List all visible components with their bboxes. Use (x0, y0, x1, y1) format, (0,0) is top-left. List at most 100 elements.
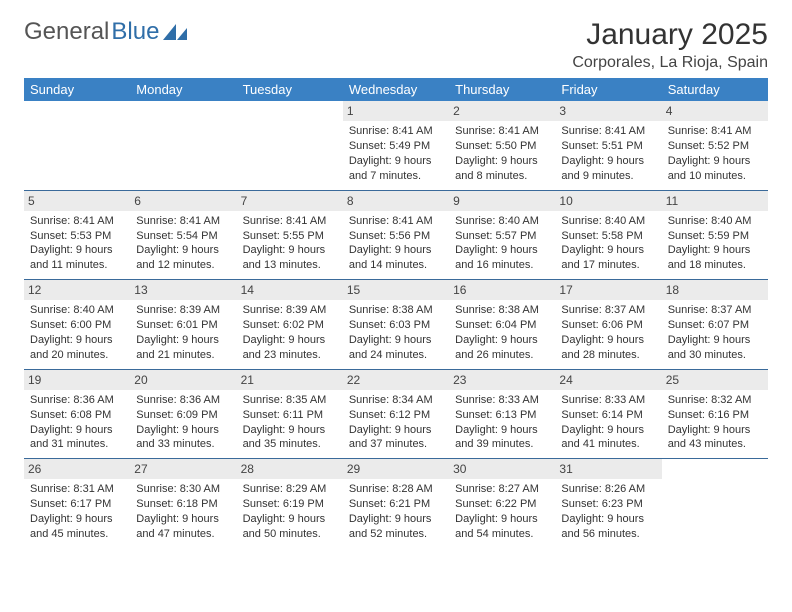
day-number: 22 (343, 370, 449, 390)
calendar-day-cell: 28 Sunrise: 8:29 AMSunset: 6:19 PMDayligh… (237, 459, 343, 548)
calendar-empty-cell (237, 101, 343, 190)
calendar-week-row: 26Sunrise: 8:31 AMSunset: 6:17 PMDayligh… (24, 459, 768, 548)
calendar-day-cell: 26Sunrise: 8:31 AMSunset: 6:17 PMDayligh… (24, 459, 130, 548)
weekday-header: Friday (555, 78, 661, 101)
day-info: Sunrise: 8:41 AMSunset: 5:52 PMDaylight:… (668, 124, 762, 183)
page-title: January 2025 (572, 18, 768, 52)
day-number: 20 (130, 370, 236, 390)
calendar-day-cell: 12 Sunrise: 8:40 AMSunset: 6:00 PMDayligh… (24, 280, 130, 370)
day-info: Sunrise: 8:38 AMSunset: 6:04 PMDaylight:… (455, 303, 549, 362)
day-info: Sunrise: 8:40 AMSunset: 5:58 PMDaylight:… (561, 214, 655, 273)
day-number: 5 (24, 191, 130, 211)
calendar-day-cell: 9Sunrise: 8:40 AMSunset: 5:57 PMDaylight… (449, 190, 555, 280)
location: Corporales, La Rioja, Spain (572, 54, 768, 72)
calendar-day-cell: 3Sunrise: 8:41 AMSunset: 5:51 PMDaylight… (555, 101, 661, 190)
day-info: Sunrise: 8:41 AMSunset: 5:49 PMDaylight:… (349, 124, 443, 183)
calendar-day-cell: 19 Sunrise: 8:36 AMSunset: 6:08 PMDayligh… (24, 369, 130, 459)
day-number: 14 (237, 280, 343, 300)
calendar-day-cell: 6 Sunrise: 8:41 AMSunset: 5:54 PMDaylight… (130, 190, 236, 280)
day-info: Sunrise: 8:36 AMSunset: 6:08 PMDaylight:… (30, 393, 124, 452)
calendar-day-cell: 25 Sunrise: 8:32 AMSunset: 6:16 PMDayligh… (662, 369, 768, 459)
calendar-week-row: 5Sunrise: 8:41 AMSunset: 5:53 PMDaylight… (24, 190, 768, 280)
day-info: Sunrise: 8:41 AMSunset: 5:55 PMDaylight:… (243, 214, 337, 273)
calendar-day-cell: 10 Sunrise: 8:40 AMSunset: 5:58 PMDayligh… (555, 190, 661, 280)
logo: GeneralBlue (24, 18, 189, 46)
day-number: 27 (130, 459, 236, 479)
calendar-week-row: 1Sunrise: 8:41 AMSunset: 5:49 PMDaylight… (24, 101, 768, 190)
calendar-table: Sunday Monday Tuesday Wednesday Thursday… (24, 78, 768, 548)
calendar-day-cell: 20 Sunrise: 8:36 AMSunset: 6:09 PMDayligh… (130, 369, 236, 459)
weekday-header: Thursday (449, 78, 555, 101)
day-info: Sunrise: 8:26 AMSunset: 6:23 PMDaylight:… (561, 482, 655, 541)
calendar-day-cell: 31 Sunrise: 8:26 AMSunset: 6:23 PMDayligh… (555, 459, 661, 548)
day-info: Sunrise: 8:37 AMSunset: 6:07 PMDaylight:… (668, 303, 762, 362)
title-block: January 2025 Corporales, La Rioja, Spain (572, 18, 768, 72)
day-number: 3 (555, 101, 661, 121)
day-number: 21 (237, 370, 343, 390)
day-number: 13 (130, 280, 236, 300)
day-number: 28 (237, 459, 343, 479)
calendar-week-row: 19 Sunrise: 8:36 AMSunset: 6:08 PMDayligh… (24, 369, 768, 459)
day-number: 31 (555, 459, 661, 479)
day-number: 25 (662, 370, 768, 390)
day-info: Sunrise: 8:32 AMSunset: 6:16 PMDaylight:… (668, 393, 762, 452)
day-info: Sunrise: 8:27 AMSunset: 6:22 PMDaylight:… (455, 482, 549, 541)
calendar-day-cell: 18 Sunrise: 8:37 AMSunset: 6:07 PMDayligh… (662, 280, 768, 370)
calendar-day-cell: 5Sunrise: 8:41 AMSunset: 5:53 PMDaylight… (24, 190, 130, 280)
logo-text-blue: Blue (111, 18, 159, 46)
day-number: 24 (555, 370, 661, 390)
day-info: Sunrise: 8:29 AMSunset: 6:19 PMDaylight:… (243, 482, 337, 541)
day-number: 29 (343, 459, 449, 479)
weekday-header-row: Sunday Monday Tuesday Wednesday Thursday… (24, 78, 768, 101)
day-info: Sunrise: 8:37 AMSunset: 6:06 PMDaylight:… (561, 303, 655, 362)
day-number: 23 (449, 370, 555, 390)
day-info: Sunrise: 8:33 AMSunset: 6:13 PMDaylight:… (455, 393, 549, 452)
calendar-day-cell: 13 Sunrise: 8:39 AMSunset: 6:01 PMDayligh… (130, 280, 236, 370)
weekday-header: Tuesday (237, 78, 343, 101)
day-number: 26 (24, 459, 130, 479)
day-number: 18 (662, 280, 768, 300)
calendar-day-cell: 15 Sunrise: 8:38 AMSunset: 6:03 PMDayligh… (343, 280, 449, 370)
day-info: Sunrise: 8:41 AMSunset: 5:54 PMDaylight:… (136, 214, 230, 273)
calendar-empty-cell (24, 101, 130, 190)
day-info: Sunrise: 8:40 AMSunset: 5:59 PMDaylight:… (668, 214, 762, 273)
calendar-day-cell: 1Sunrise: 8:41 AMSunset: 5:49 PMDaylight… (343, 101, 449, 190)
day-info: Sunrise: 8:33 AMSunset: 6:14 PMDaylight:… (561, 393, 655, 452)
day-number: 10 (555, 191, 661, 211)
calendar-day-cell: 17 Sunrise: 8:37 AMSunset: 6:06 PMDayligh… (555, 280, 661, 370)
calendar-day-cell: 2Sunrise: 8:41 AMSunset: 5:50 PMDaylight… (449, 101, 555, 190)
day-number: 17 (555, 280, 661, 300)
calendar-empty-cell (662, 459, 768, 548)
day-info: Sunrise: 8:30 AMSunset: 6:18 PMDaylight:… (136, 482, 230, 541)
header: GeneralBlue January 2025 Corporales, La … (24, 18, 768, 72)
day-info: Sunrise: 8:39 AMSunset: 6:02 PMDaylight:… (243, 303, 337, 362)
day-number: 30 (449, 459, 555, 479)
day-number: 15 (343, 280, 449, 300)
calendar-empty-cell (130, 101, 236, 190)
logo-text-general: General (24, 18, 109, 46)
day-number: 4 (662, 101, 768, 121)
day-info: Sunrise: 8:39 AMSunset: 6:01 PMDaylight:… (136, 303, 230, 362)
weekday-header: Monday (130, 78, 236, 101)
day-info: Sunrise: 8:40 AMSunset: 6:00 PMDaylight:… (30, 303, 124, 362)
calendar-day-cell: 4 Sunrise: 8:41 AMSunset: 5:52 PMDaylight… (662, 101, 768, 190)
calendar-week-row: 12 Sunrise: 8:40 AMSunset: 6:00 PMDayligh… (24, 280, 768, 370)
calendar-day-cell: 27 Sunrise: 8:30 AMSunset: 6:18 PMDayligh… (130, 459, 236, 548)
day-info: Sunrise: 8:41 AMSunset: 5:50 PMDaylight:… (455, 124, 549, 183)
calendar-day-cell: 23 Sunrise: 8:33 AMSunset: 6:13 PMDayligh… (449, 369, 555, 459)
day-info: Sunrise: 8:34 AMSunset: 6:12 PMDaylight:… (349, 393, 443, 452)
day-info: Sunrise: 8:36 AMSunset: 6:09 PMDaylight:… (136, 393, 230, 452)
day-number: 11 (662, 191, 768, 211)
calendar-day-cell: 21Sunrise: 8:35 AMSunset: 6:11 PMDayligh… (237, 369, 343, 459)
logo-sail-icon (163, 22, 189, 42)
calendar-day-cell: 29 Sunrise: 8:28 AMSunset: 6:21 PMDayligh… (343, 459, 449, 548)
calendar-day-cell: 16Sunrise: 8:38 AMSunset: 6:04 PMDayligh… (449, 280, 555, 370)
day-number: 19 (24, 370, 130, 390)
calendar-day-cell: 7Sunrise: 8:41 AMSunset: 5:55 PMDaylight… (237, 190, 343, 280)
day-info: Sunrise: 8:28 AMSunset: 6:21 PMDaylight:… (349, 482, 443, 541)
calendar-day-cell: 30 Sunrise: 8:27 AMSunset: 6:22 PMDayligh… (449, 459, 555, 548)
day-number: 8 (343, 191, 449, 211)
day-number: 12 (24, 280, 130, 300)
day-info: Sunrise: 8:38 AMSunset: 6:03 PMDaylight:… (349, 303, 443, 362)
day-number: 6 (130, 191, 236, 211)
